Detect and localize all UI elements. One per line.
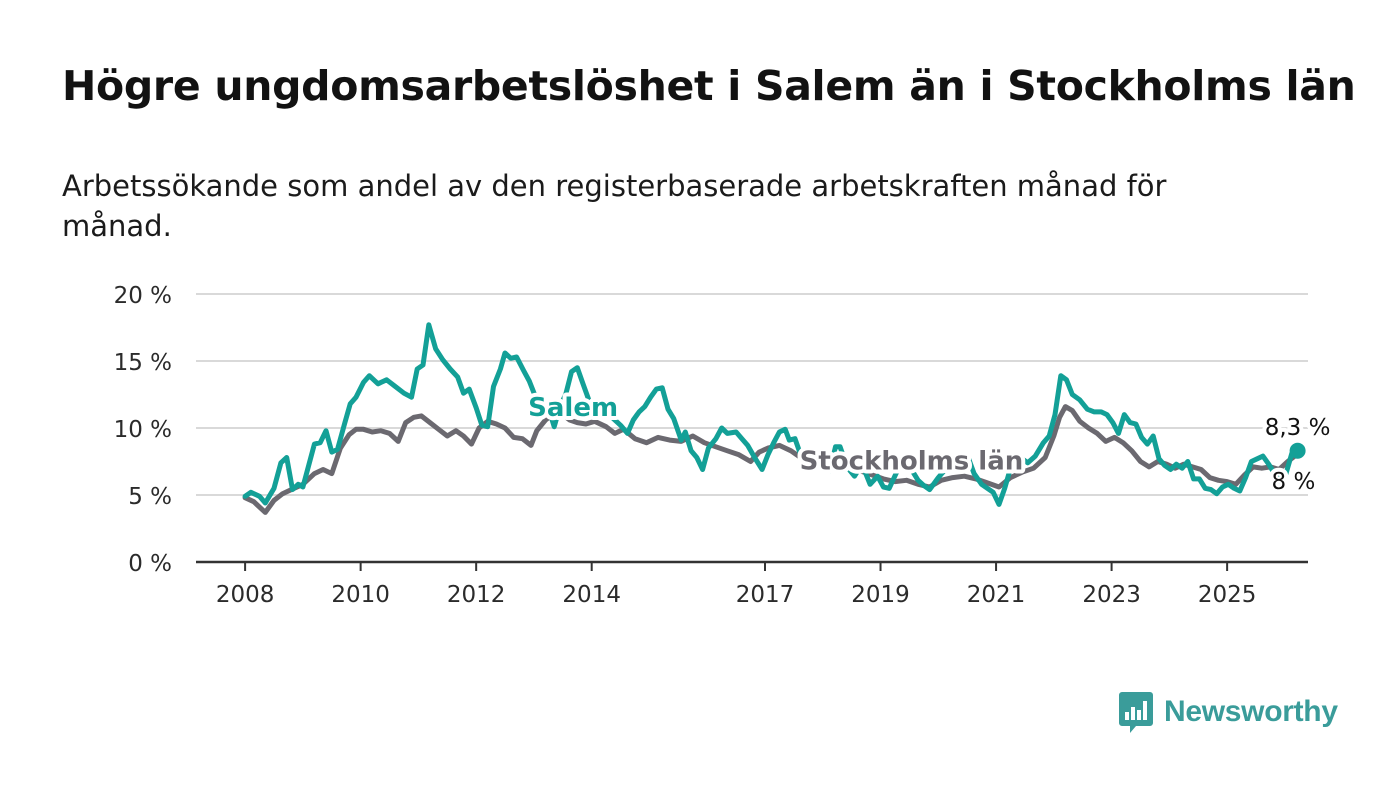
y-axis: 0 % 5 % 10 % 15 % 20 % [114,283,172,577]
series-line-salem [242,322,1301,507]
gridlines [196,293,1308,496]
end-label-salem: 8,3 % [1265,415,1331,441]
x-tick-label: 2021 [967,582,1026,608]
chart-subtitle: Arbetssökande som andel av den registerb… [62,169,1167,243]
y-tick-label: 5 % [128,484,172,510]
brand-name: Newsworthy [1164,695,1338,728]
series-label-stockholm: Stockholms län [800,447,1024,477]
series-labels: Salem Stockholms län 8,3 % 8 % [524,389,1334,499]
y-tick-label: 10 % [114,417,172,443]
brand-logo: Newsworthy [1118,690,1338,734]
x-tick-label: 2017 [736,582,795,608]
series-label-salem: Salem [528,393,618,423]
newsworthy-logo-icon [1119,692,1153,733]
chart-title: Högre ungdomsarbetslöshet i Salem än i S… [62,62,1356,110]
x-tick-label: 2010 [331,582,390,608]
y-tick-label: 20 % [114,283,172,309]
salem-end-point [1289,442,1306,459]
x-tick-label: 2019 [851,582,910,608]
series-line-stockholm [242,404,1299,515]
y-tick-label: 15 % [114,350,172,376]
series-lines [242,322,1306,515]
x-tick-label: 2025 [1198,582,1257,608]
y-tick-label: 0 % [128,551,172,577]
x-tick-label: 2012 [447,582,506,608]
x-tick-label: 2023 [1082,582,1141,608]
x-axis: 2008 2010 2012 2014 2017 2019 2021 2023 2025 [196,560,1308,608]
line-chart: 0 %5 %10 %15 %20 % 2008 2010 2012 2014 2017 2… [113,283,1334,608]
end-label-stockholm: 8 % [1272,469,1316,495]
x-tick-label: 2008 [216,582,275,608]
x-tick-label: 2014 [562,582,621,608]
